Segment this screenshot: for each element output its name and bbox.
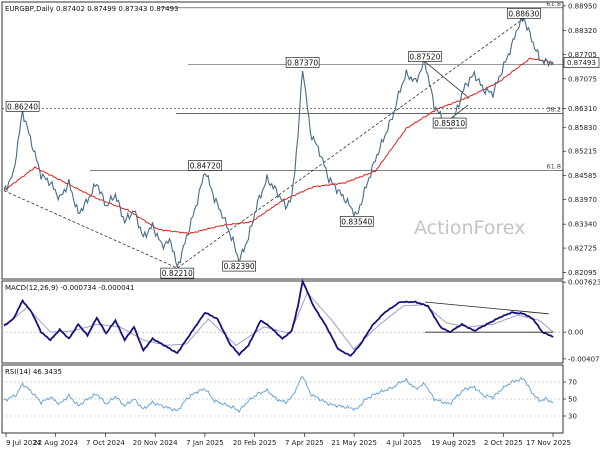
price-tick-label: 0.82095: [568, 269, 597, 277]
price-label-box: [507, 8, 541, 19]
macd-pane: MACD(12,26,9) -0.000734 -0.000041 0.0076…: [1, 278, 600, 364]
price-label: 0.86240: [7, 102, 38, 111]
price-label-box: [339, 216, 374, 227]
time-tick-label: 7 Jan 2025: [186, 439, 224, 447]
price-tick-label: 0.86310: [568, 105, 597, 113]
price-tick-label: 0.84585: [568, 172, 597, 180]
price-label: 0.82390: [224, 262, 255, 271]
price-pane-frame: [1, 1, 564, 280]
price-label-box: [408, 51, 442, 62]
rsi-tick-label: 50: [568, 396, 577, 404]
time-tick-label: 21 May 2025: [331, 439, 377, 447]
price-label: 0.87370: [287, 58, 318, 67]
price-pane: EURGBP,Daily 0.87402 0.87499 0.87343 0.8…: [1, 0, 600, 280]
symbol-header: EURGBP,Daily 0.87402 0.87499 0.87343 0.8…: [5, 5, 178, 13]
price-label-box: [222, 260, 256, 272]
time-tick-label: 20 Nov 2024: [133, 439, 178, 447]
price-label-box: [160, 267, 195, 279]
macd-tick-label: 0.00: [568, 329, 584, 337]
price-tick-label: 0.85215: [568, 148, 597, 156]
rsi-series: [2, 376, 563, 417]
time-tick-label: 4 Jul 2025: [386, 439, 421, 447]
time-tick-label: 7 Oct 2024: [86, 439, 125, 447]
time-tick-label: 2 Oct 2025: [484, 439, 523, 447]
price-label: 0.84720: [190, 161, 221, 170]
watermark: ActionForex: [414, 217, 525, 239]
fib-label: 38.2: [547, 106, 561, 114]
fib-label: 61.8: [547, 0, 561, 8]
fibonacci-levels: 61.8 38.2 61.8: [2, 0, 563, 171]
time-tick-label: 19 Aug 2025: [431, 439, 476, 447]
time-tick-label: 7 Apr 2025: [285, 439, 324, 447]
price-tick-label: 0.87705: [568, 51, 597, 59]
price-label-box: [285, 57, 320, 68]
price-tick-label: 0.83340: [568, 221, 597, 229]
macd-line: [3, 278, 554, 357]
price-label-box: [432, 117, 467, 129]
price-tick-label: 0.88320: [568, 27, 597, 35]
price-series: [3, 16, 554, 269]
time-tick-label: 22 Aug 2024: [33, 439, 78, 447]
price-label: 0.83540: [341, 217, 372, 226]
price-label-box: [188, 160, 222, 171]
rsi-tick-label: 70: [568, 379, 577, 387]
price-label-box: [5, 101, 40, 112]
price-tick-label: 0.85830: [568, 124, 597, 132]
rsi-axis: 70 50 30: [563, 379, 577, 421]
price-label: 0.82210: [162, 269, 193, 278]
price-label: 0.85810: [434, 119, 465, 128]
rsi-title: RSI(14) 46.3435: [5, 368, 62, 376]
macd-pane-frame: [1, 280, 564, 364]
time-tick-label: 17 Nov 2025: [526, 439, 571, 447]
dashed-trend-up: [177, 18, 525, 269]
rsi-line: [3, 376, 554, 414]
price-axis: 0.88950 0.88320 0.87705 0.87075 0.86310 0.858…: [563, 2, 600, 277]
price-tick-label: 0.87075: [568, 75, 597, 83]
macd-tick-label: -0.004073: [568, 355, 600, 363]
rsi-pane: RSI(14) 46.3435 70 50 30: [1, 364, 577, 434]
last-price-label: 0.87493: [567, 59, 596, 67]
last-price-box: [563, 57, 600, 68]
macd-tick-label: 0.007623: [568, 279, 600, 287]
macd-series: [2, 278, 563, 357]
price-label: 0.88630: [508, 9, 539, 18]
fib-label: 61.8: [547, 162, 561, 170]
time-tick-label: 20 Feb 2025: [233, 439, 277, 447]
price-tick-label: 0.82725: [568, 245, 597, 253]
macd-trend-upper: [424, 301, 549, 315]
macd-axis: 0.007623 0.00 -0.004073: [563, 279, 600, 363]
moving-average-line: [3, 57, 554, 235]
triangle-upper: [424, 61, 469, 98]
macd-title: MACD(12,26,9) -0.000734 -0.000041: [5, 284, 134, 292]
dashed-trend-down: [3, 190, 178, 269]
price-line: [3, 16, 554, 269]
price-tick-label: 0.83970: [568, 196, 597, 204]
macd-signal-line: [3, 292, 554, 351]
time-tick-label: 9 Jul 2024: [6, 439, 42, 447]
price-label: 0.87520: [409, 53, 440, 62]
price-tick-label: 0.88950: [568, 2, 597, 10]
rsi-tick-label: 30: [568, 413, 577, 421]
price-labels: 0.86240 0.82210 0.84720 0.82390 0.87370 0.835…: [5, 8, 541, 279]
